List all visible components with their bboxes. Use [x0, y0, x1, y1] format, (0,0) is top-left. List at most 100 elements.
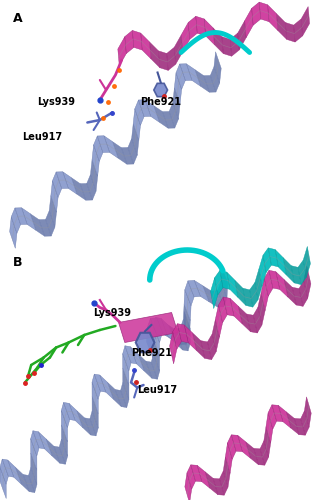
Polygon shape [94, 374, 106, 392]
Text: B: B [12, 256, 22, 269]
Polygon shape [123, 346, 131, 371]
Polygon shape [176, 64, 185, 90]
Polygon shape [268, 248, 278, 267]
Polygon shape [212, 320, 219, 352]
Polygon shape [275, 250, 286, 275]
Polygon shape [211, 278, 218, 308]
Polygon shape [64, 402, 75, 420]
Polygon shape [235, 280, 246, 305]
Polygon shape [184, 290, 191, 320]
Polygon shape [246, 442, 258, 464]
Polygon shape [276, 272, 288, 297]
Polygon shape [197, 466, 210, 488]
Polygon shape [188, 280, 200, 297]
Text: Phe921: Phe921 [131, 348, 172, 358]
Polygon shape [201, 340, 212, 359]
Polygon shape [221, 267, 228, 298]
Polygon shape [85, 418, 96, 436]
Polygon shape [15, 208, 27, 224]
Polygon shape [100, 375, 114, 400]
Polygon shape [284, 280, 296, 305]
Polygon shape [125, 346, 137, 364]
Polygon shape [61, 410, 68, 442]
Polygon shape [149, 42, 160, 68]
Polygon shape [238, 436, 251, 458]
Polygon shape [300, 411, 309, 435]
Polygon shape [161, 318, 175, 342]
Polygon shape [183, 304, 190, 336]
Polygon shape [92, 382, 98, 414]
Polygon shape [0, 459, 8, 484]
Polygon shape [10, 217, 17, 248]
Polygon shape [220, 270, 230, 289]
Text: Leu917: Leu917 [137, 385, 178, 395]
Polygon shape [292, 288, 303, 306]
Polygon shape [154, 318, 162, 342]
Polygon shape [214, 52, 221, 83]
Polygon shape [90, 410, 98, 436]
Polygon shape [266, 413, 273, 443]
Polygon shape [301, 6, 310, 36]
Polygon shape [174, 35, 183, 64]
Polygon shape [264, 270, 273, 296]
Polygon shape [264, 427, 271, 457]
Polygon shape [23, 474, 35, 492]
Polygon shape [146, 361, 158, 379]
Polygon shape [184, 312, 190, 343]
Polygon shape [185, 281, 194, 306]
Polygon shape [305, 397, 311, 427]
Polygon shape [31, 431, 39, 456]
Polygon shape [269, 270, 280, 289]
Polygon shape [130, 346, 144, 371]
Polygon shape [128, 138, 137, 164]
Polygon shape [15, 468, 29, 491]
Polygon shape [268, 4, 278, 30]
Polygon shape [230, 298, 242, 324]
Polygon shape [223, 457, 230, 487]
Polygon shape [147, 318, 157, 344]
Polygon shape [261, 278, 268, 310]
Text: Leu917: Leu917 [22, 132, 62, 142]
Polygon shape [104, 136, 118, 158]
Polygon shape [259, 2, 269, 21]
Polygon shape [259, 255, 266, 286]
Polygon shape [69, 404, 83, 427]
Polygon shape [107, 382, 121, 406]
Polygon shape [173, 88, 180, 119]
Polygon shape [59, 439, 68, 464]
Polygon shape [193, 333, 205, 358]
Polygon shape [210, 66, 220, 92]
Polygon shape [92, 374, 100, 400]
Polygon shape [63, 172, 77, 195]
Polygon shape [223, 297, 234, 316]
Text: Lys939: Lys939 [37, 97, 75, 107]
Polygon shape [178, 324, 188, 342]
Polygon shape [215, 305, 222, 337]
Polygon shape [92, 396, 98, 428]
Polygon shape [154, 340, 160, 371]
Polygon shape [38, 432, 52, 456]
Polygon shape [154, 326, 160, 357]
Polygon shape [71, 178, 86, 200]
Polygon shape [31, 453, 37, 484]
Polygon shape [298, 260, 306, 284]
Polygon shape [181, 22, 190, 52]
Polygon shape [182, 326, 190, 351]
Polygon shape [194, 280, 209, 302]
Polygon shape [205, 472, 218, 494]
Polygon shape [177, 333, 188, 351]
Polygon shape [243, 288, 253, 307]
Polygon shape [22, 208, 36, 231]
Polygon shape [195, 70, 209, 92]
Polygon shape [132, 124, 139, 155]
Polygon shape [180, 319, 190, 344]
Polygon shape [97, 136, 110, 152]
Polygon shape [133, 109, 140, 140]
Polygon shape [254, 448, 265, 465]
Polygon shape [230, 33, 239, 56]
Polygon shape [157, 318, 172, 340]
Polygon shape [169, 326, 183, 350]
Polygon shape [46, 439, 60, 464]
Polygon shape [238, 306, 251, 332]
Polygon shape [285, 22, 295, 42]
